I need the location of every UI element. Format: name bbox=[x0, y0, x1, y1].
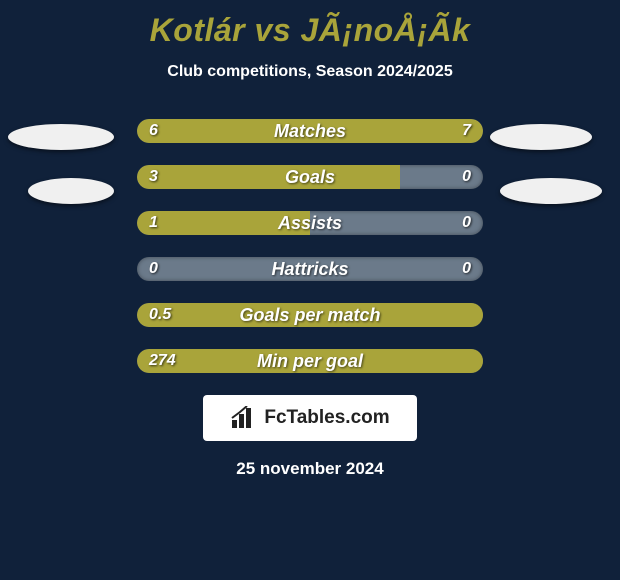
stat-bars: 67Matches 30Goals 10Assists 00Hattricks 0.5G… bbox=[137, 119, 483, 373]
page-subtitle: Club competitions, Season 2024/2025 bbox=[0, 63, 620, 81]
comparison-infographic: Kotlár vs JÃ¡noÅ¡Ãk Club competitions, S… bbox=[0, 0, 620, 580]
fctables-logo: FcTables.com bbox=[203, 395, 417, 441]
date-label: 25 november 2024 bbox=[0, 459, 620, 479]
chart-icon bbox=[230, 406, 258, 430]
decorative-ellipse bbox=[28, 178, 114, 204]
stat-row: 30Goals bbox=[137, 165, 483, 189]
stat-label: Goals per match bbox=[137, 303, 483, 327]
decorative-ellipse bbox=[8, 124, 114, 150]
stat-row: 67Matches bbox=[137, 119, 483, 143]
stat-label: Goals bbox=[137, 165, 483, 189]
chart-area: 67Matches 30Goals 10Assists 00Hattricks 0.5G… bbox=[0, 119, 620, 479]
stat-label: Min per goal bbox=[137, 349, 483, 373]
stat-row: 0.5Goals per match bbox=[137, 303, 483, 327]
stat-row: 274Min per goal bbox=[137, 349, 483, 373]
stat-row: 10Assists bbox=[137, 211, 483, 235]
stat-row: 00Hattricks bbox=[137, 257, 483, 281]
logo-text: FcTables.com bbox=[264, 407, 389, 429]
decorative-ellipse bbox=[490, 124, 592, 150]
stat-label: Matches bbox=[137, 119, 483, 143]
stat-label: Hattricks bbox=[137, 257, 483, 281]
stat-label: Assists bbox=[137, 211, 483, 235]
decorative-ellipse bbox=[500, 178, 602, 204]
page-title: Kotlár vs JÃ¡noÅ¡Ãk bbox=[0, 0, 620, 49]
